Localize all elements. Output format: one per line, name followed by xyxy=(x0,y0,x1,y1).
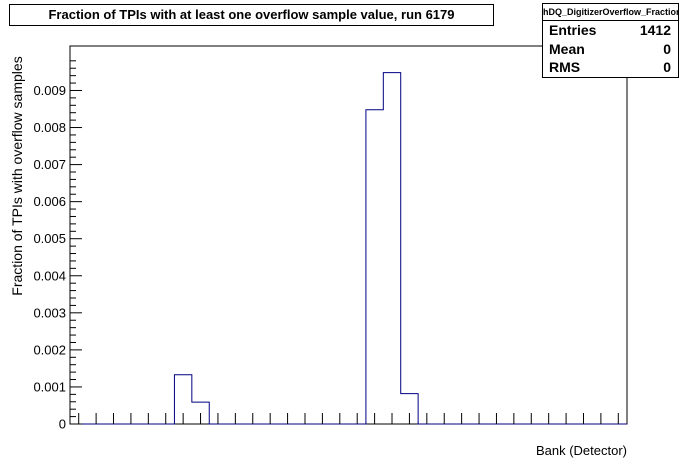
plot-frame xyxy=(69,45,628,425)
y-tick-label: 0.003 xyxy=(33,305,66,320)
stats-entries-value: 1412 xyxy=(639,22,671,38)
histogram-bar xyxy=(383,73,400,424)
y-tick-label: 0.006 xyxy=(33,194,66,209)
histogram-outline xyxy=(70,72,627,425)
y-axis-label: Fraction of TPIs with overflow samples xyxy=(9,56,25,295)
stats-row-mean: Mean 0 xyxy=(543,40,678,59)
y-tick-label: 0.005 xyxy=(33,231,66,246)
stats-entries-label: Entries xyxy=(549,22,597,38)
y-tick-label: 0.009 xyxy=(33,83,66,98)
histogram-bar xyxy=(366,110,383,424)
stats-rms-label: RMS xyxy=(549,59,581,75)
x-axis-label: Bank (Detector) xyxy=(536,443,627,458)
chart-title: Fraction of TPIs with at least one overf… xyxy=(9,4,494,26)
y-tick-label: 0 xyxy=(59,417,66,432)
stats-row-entries: Entries 1412 xyxy=(543,21,678,40)
stats-box: hDQ_DigitizerOverflow_Fraction Entries 1… xyxy=(542,3,679,78)
x-axis xyxy=(78,413,619,424)
stats-histogram-name: hDQ_DigitizerOverflow_Fraction xyxy=(543,4,678,21)
stats-rms-value: 0 xyxy=(663,59,671,75)
y-tick-label: 0.001 xyxy=(33,379,66,394)
stats-mean-label: Mean xyxy=(549,40,585,57)
y-tick-label: 0.007 xyxy=(33,157,66,172)
stats-row-rms: RMS 0 xyxy=(543,58,678,77)
y-tick-label: 0.002 xyxy=(33,342,66,357)
y-tick-label: 0.008 xyxy=(33,120,66,135)
y-axis: 0 0.001 0.002 0.003 0.004 0.005 0.006 0.007 0.00… xyxy=(33,60,82,432)
y-tick-label: 0.004 xyxy=(33,268,66,283)
histogram-bars xyxy=(70,72,627,425)
stats-mean-value: 0 xyxy=(663,40,671,57)
